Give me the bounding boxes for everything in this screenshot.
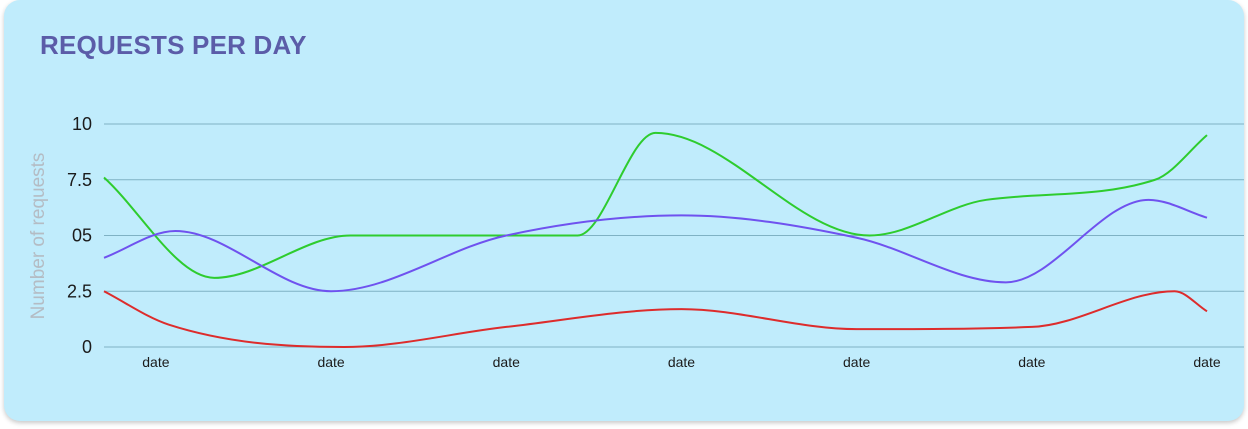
series-line-2 bbox=[103, 198, 1208, 293]
y-tick-label: 05 bbox=[72, 226, 92, 246]
y-tick-label: 0 bbox=[82, 337, 92, 357]
chart-title: REQUESTS PER DAY bbox=[40, 30, 307, 60]
series-line-1 bbox=[103, 131, 1208, 279]
y-tick-label: 2.5 bbox=[67, 281, 92, 301]
y-axis-ticks: 0 2.5 05 7.5 10 bbox=[67, 114, 92, 357]
y-axis-label: Number of requests bbox=[28, 153, 49, 320]
x-tick-label: date bbox=[843, 354, 870, 370]
x-tick-label: date bbox=[668, 354, 695, 370]
x-tick-label: date bbox=[317, 354, 344, 370]
series-line-3 bbox=[103, 290, 1208, 348]
x-tick-label: date bbox=[1018, 354, 1045, 370]
x-tick-label: date bbox=[142, 354, 169, 370]
series-lines bbox=[103, 131, 1208, 348]
y-tick-label: 7.5 bbox=[67, 170, 92, 190]
x-tick-label: date bbox=[493, 354, 520, 370]
grid-lines bbox=[104, 123, 1244, 348]
x-tick-label: date bbox=[1193, 354, 1220, 370]
chart-card: REQUESTS PER DAY 0 2.5 05 7.5 10 date date dat… bbox=[4, 0, 1244, 421]
y-tick-label: 10 bbox=[72, 114, 92, 134]
x-axis-ticks: date date date date date date date bbox=[142, 354, 1221, 370]
